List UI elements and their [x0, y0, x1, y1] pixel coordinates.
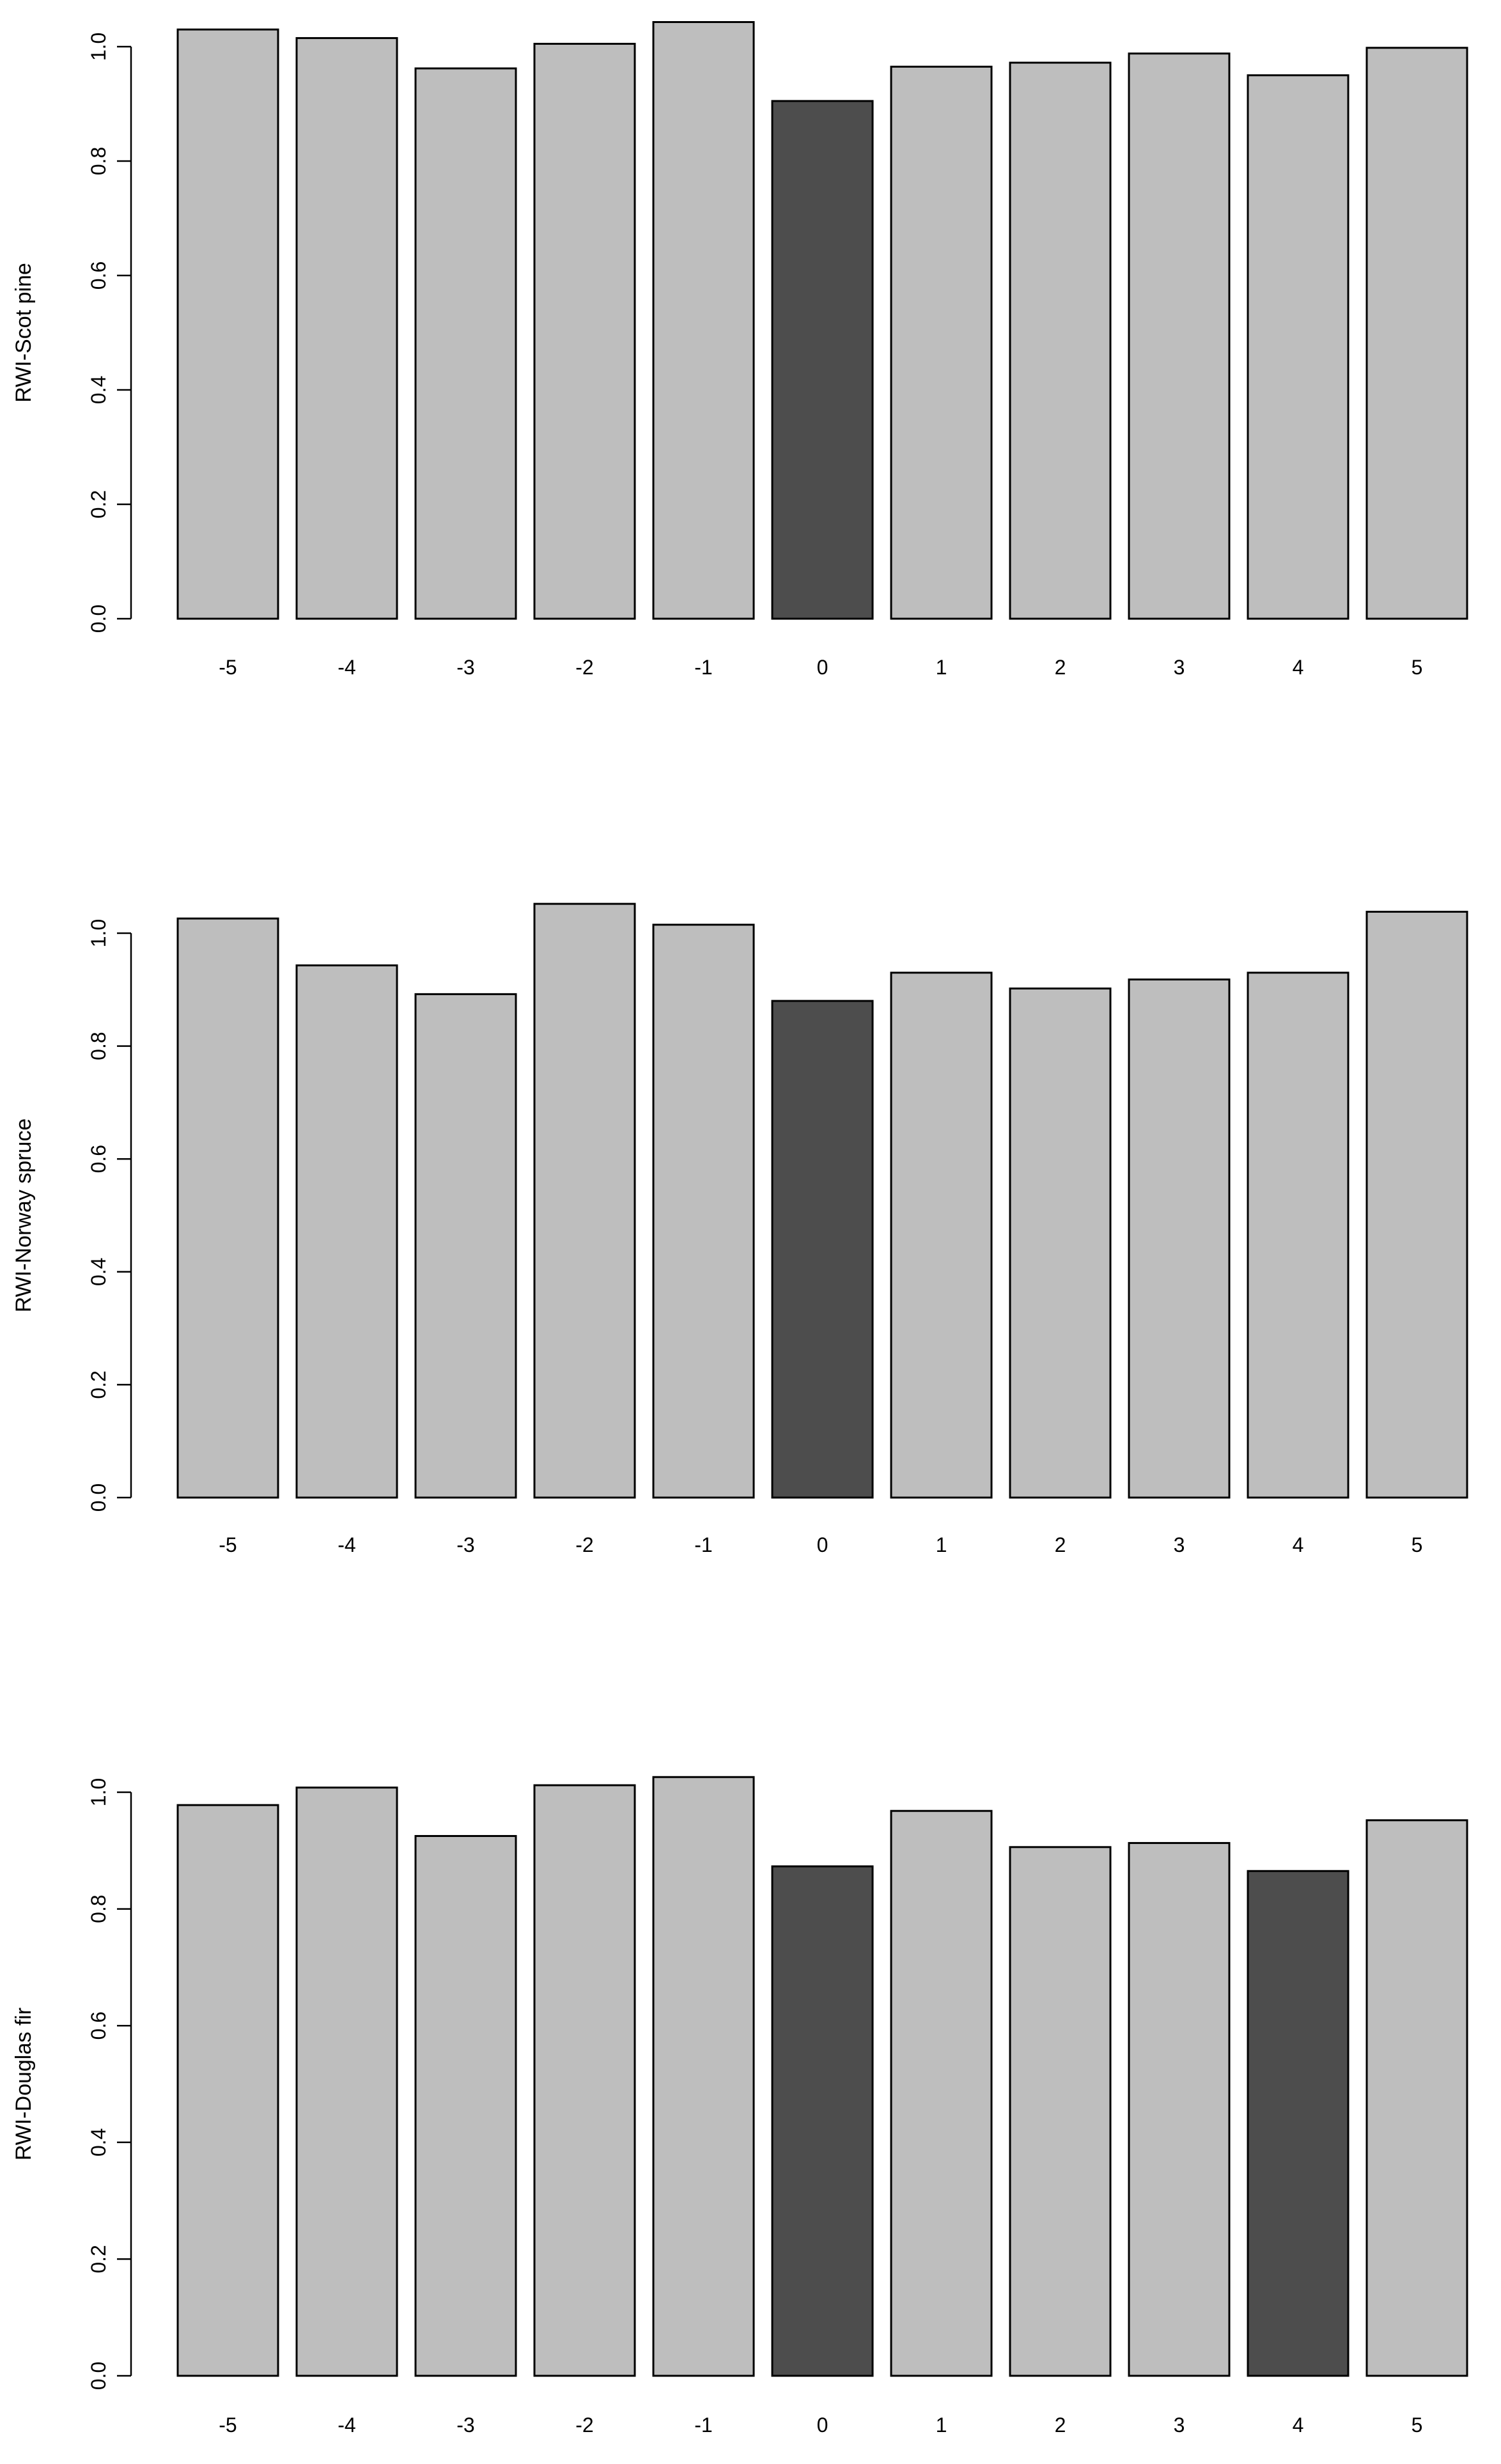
y-tick-label: 0.4 — [87, 376, 110, 404]
bar--3 — [414, 1834, 517, 2377]
y-tick-label: 0.0 — [87, 1484, 110, 1512]
x-tick-label: -1 — [694, 656, 712, 679]
bar--3 — [414, 993, 517, 1499]
x-tick-label: 0 — [817, 656, 828, 679]
y-tick-label: 0.6 — [87, 261, 110, 290]
x-tick-label: 0 — [817, 2414, 828, 2437]
bar-0 — [771, 1865, 874, 2377]
bar-4 — [1247, 972, 1349, 1499]
y-tick-label: 0.2 — [87, 2245, 110, 2273]
x-tick-label: 2 — [1055, 656, 1066, 679]
bar-0 — [771, 1000, 874, 1499]
y-tick-label: 0.8 — [87, 147, 110, 175]
bar-4 — [1247, 74, 1349, 620]
bar-0 — [771, 100, 874, 620]
x-tick-label: -5 — [219, 656, 237, 679]
bar--1 — [652, 924, 755, 1499]
bar--5 — [176, 1804, 279, 2377]
bar-3 — [1128, 52, 1231, 620]
x-tick-label: 3 — [1174, 2414, 1185, 2437]
x-tick-label: 0 — [817, 1533, 828, 1556]
bar-1 — [890, 1809, 993, 2377]
y-axis-label: RWI-Scot pine — [12, 263, 36, 403]
y-tick-label: 0.8 — [87, 1032, 110, 1060]
chart-panel-2: 0.0 0.2 0.4 0.6 0.8 1.0 RWI-Douglas fir -5 -4 -3 -… — [12, 1776, 1468, 2437]
bar--5 — [176, 28, 279, 620]
x-tick-label: -5 — [219, 1533, 237, 1556]
y-axis-label: RWI-Norway spruce — [12, 1119, 36, 1313]
bar--2 — [533, 43, 636, 620]
x-tick-label: -2 — [575, 1533, 593, 1556]
bar--4 — [295, 1786, 398, 2377]
x-tick-label: -3 — [456, 1533, 474, 1556]
y-tick-label: 0.2 — [87, 490, 110, 518]
y-tick-label: 1.0 — [87, 919, 110, 947]
x-tick-label: 3 — [1174, 656, 1185, 679]
x-tick-label: -4 — [338, 1533, 355, 1556]
bar-5 — [1365, 910, 1468, 1499]
bar-1 — [890, 972, 993, 1499]
bar-3 — [1128, 1841, 1231, 2377]
y-tick-label: 0.8 — [87, 1894, 110, 1923]
bar-4 — [1247, 1870, 1349, 2377]
x-tick-label: -1 — [694, 1533, 712, 1556]
y-tick-label: 0.4 — [87, 1258, 110, 1286]
x-tick-label: -1 — [694, 2414, 712, 2437]
y-tick-label: 0.6 — [87, 2011, 110, 2040]
y-tick-label: 1.0 — [87, 33, 110, 61]
x-tick-label: 5 — [1412, 2414, 1423, 2437]
x-tick-label: 4 — [1293, 1533, 1304, 1556]
bar-3 — [1128, 978, 1231, 1499]
bar-2 — [1009, 61, 1112, 620]
x-tick-label: -2 — [575, 2414, 593, 2437]
x-tick-label: 3 — [1174, 1533, 1185, 1556]
bar--4 — [295, 964, 398, 1499]
x-tick-label: 5 — [1412, 1533, 1423, 1556]
x-tick-label: 2 — [1055, 2414, 1066, 2437]
bar-2 — [1009, 988, 1112, 1499]
x-tick-label: -2 — [575, 656, 593, 679]
y-tick-label: 0.4 — [87, 2128, 110, 2157]
x-tick-label: -5 — [219, 2414, 237, 2437]
bar--3 — [414, 67, 517, 620]
y-axis-label: RWI-Douglas fir — [12, 2008, 36, 2160]
x-tick-label: -4 — [338, 656, 355, 679]
y-tick-label: 0.2 — [87, 1370, 110, 1399]
x-tick-label: -3 — [456, 656, 474, 679]
y-tick-label: 0.0 — [87, 605, 110, 633]
x-tick-label: 4 — [1293, 2414, 1304, 2437]
x-tick-label: -3 — [456, 2414, 474, 2437]
bar-5 — [1365, 47, 1468, 620]
x-tick-label: 2 — [1055, 1533, 1066, 1556]
x-tick-label: 4 — [1293, 656, 1304, 679]
bar--5 — [176, 917, 279, 1499]
bar--2 — [533, 1784, 636, 2377]
bar--4 — [295, 37, 398, 620]
bar--1 — [652, 21, 755, 620]
x-tick-label: -4 — [338, 2414, 355, 2437]
x-tick-label: 1 — [936, 656, 947, 679]
x-tick-label: 1 — [936, 2414, 947, 2437]
x-tick-label: 5 — [1412, 656, 1423, 679]
y-tick-label: 1.0 — [87, 1778, 110, 1806]
x-tick-label: 1 — [936, 1533, 947, 1556]
bar-1 — [890, 65, 993, 620]
y-tick-label: 0.0 — [87, 2362, 110, 2390]
chart-panel-0: 0.0 0.2 0.4 0.6 0.8 1.0 RWI-Scot pine -5 -4 -3 -2 -… — [12, 21, 1468, 679]
chart-panel-1: 0.0 0.2 0.4 0.6 0.8 1.0 RWI-Norway spruce -5 -4 -… — [12, 903, 1468, 1556]
bar--2 — [533, 903, 636, 1499]
bar-5 — [1365, 1819, 1468, 2377]
y-tick-label: 0.6 — [87, 1145, 110, 1173]
bar--1 — [652, 1776, 755, 2377]
bar-2 — [1009, 1846, 1112, 2377]
